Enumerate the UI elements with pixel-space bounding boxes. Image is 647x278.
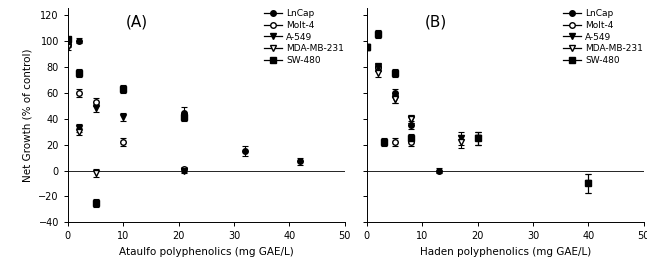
Text: (B): (B) [425, 15, 447, 30]
Y-axis label: Net Growth (% of control): Net Growth (% of control) [23, 49, 33, 182]
X-axis label: Ataulfo polyphenolics (mg GAE/L): Ataulfo polyphenolics (mg GAE/L) [119, 247, 294, 257]
Legend: LnCap, Molt-4, A-549, MDA-MB-231, SW-480: LnCap, Molt-4, A-549, MDA-MB-231, SW-480 [265, 9, 344, 65]
Text: (A): (A) [126, 15, 148, 30]
X-axis label: Haden polyphenolics (mg GAE/L): Haden polyphenolics (mg GAE/L) [420, 247, 591, 257]
Legend: LnCap, Molt-4, A-549, MDA-MB-231, SW-480: LnCap, Molt-4, A-549, MDA-MB-231, SW-480 [564, 9, 643, 65]
